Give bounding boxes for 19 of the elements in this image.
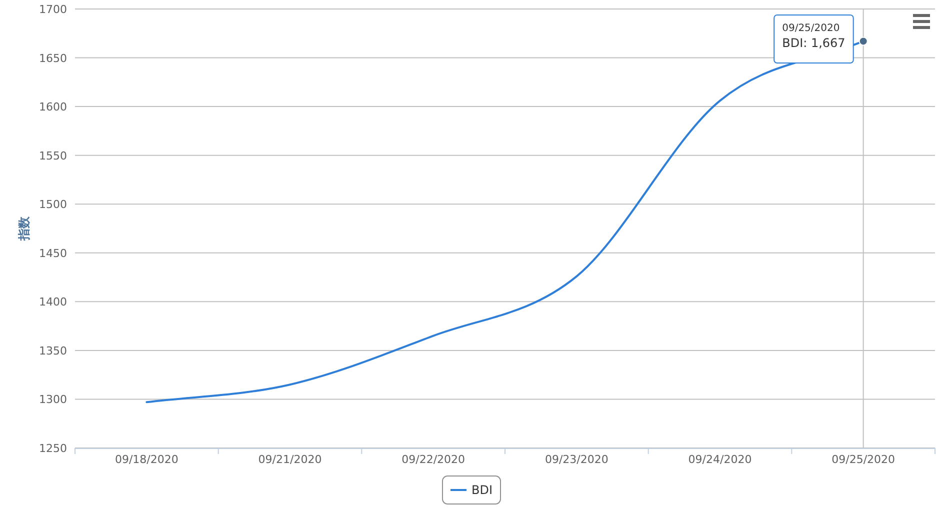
y-axis-title: 指数 [17, 216, 31, 242]
y-tick-label: 1400 [39, 296, 67, 309]
x-tick-label: 09/24/2020 [688, 453, 752, 466]
y-tick-label: 1350 [39, 344, 67, 358]
y-tick-label: 1250 [39, 442, 67, 455]
y-tick-label: 1450 [39, 246, 67, 260]
y-tick-label: 1600 [39, 100, 67, 114]
y-tick-label: 1500 [39, 198, 67, 212]
y-tick-label: 1650 [39, 52, 67, 65]
x-tick-label: 09/25/2020 [832, 453, 896, 466]
y-tick-label: 1300 [39, 393, 67, 406]
x-tick-label: 09/22/2020 [402, 453, 466, 466]
annotation: 09/25/2020 BDI: 1,667 [782, 23, 846, 50]
x-tick-label: 09/21/2020 [258, 453, 322, 466]
x-tick-label: 09/23/2020 [544, 453, 608, 466]
x-tick-label: 09/18/2020 [114, 453, 178, 466]
legend-label: BDI [471, 483, 493, 497]
y-tick-label: 1550 [39, 149, 67, 162]
y-tick-label: 1700 [39, 3, 67, 16]
